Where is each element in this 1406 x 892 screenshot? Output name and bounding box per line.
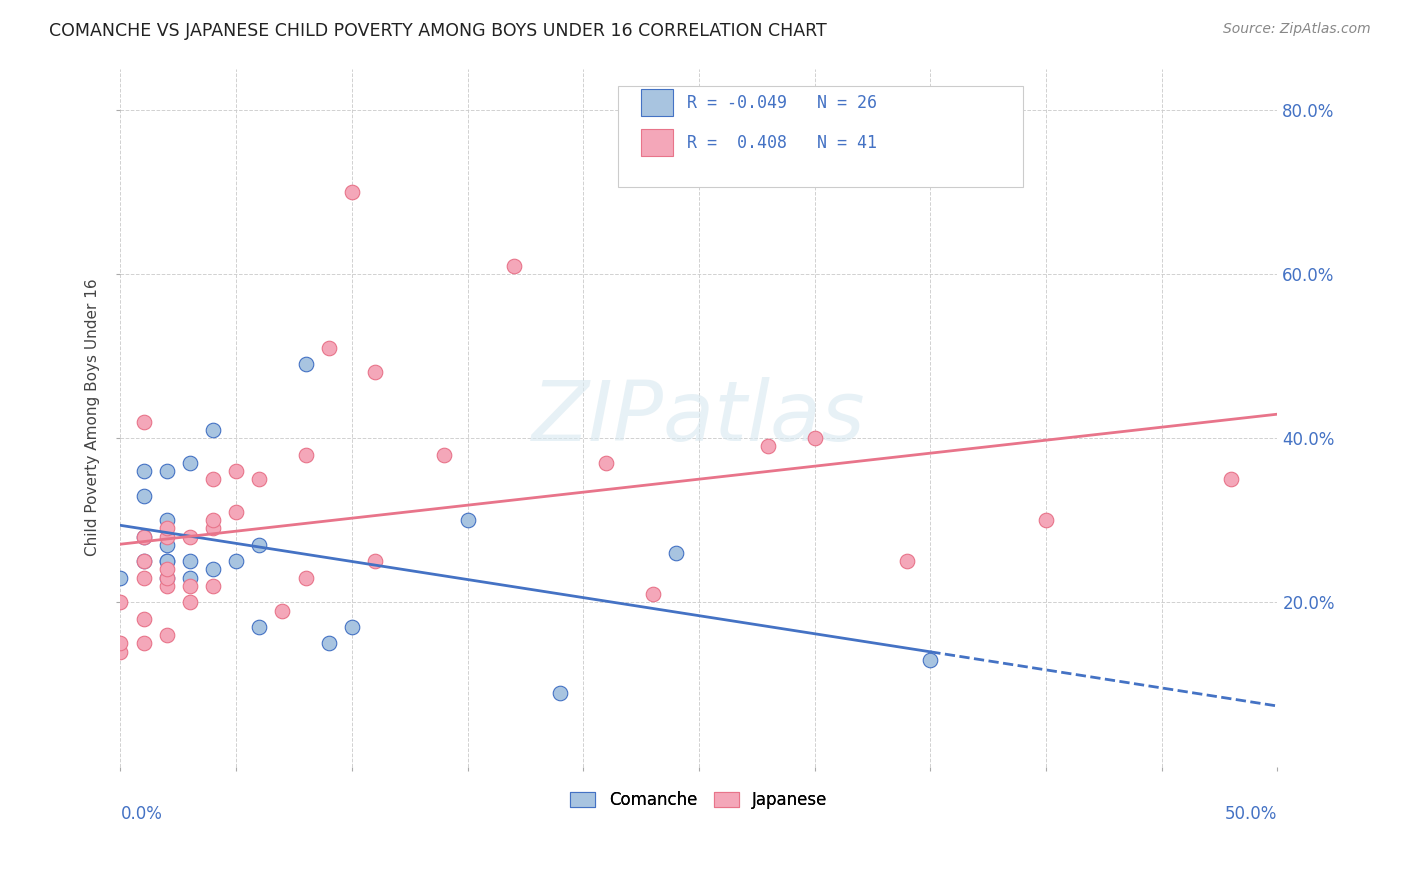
Point [1220, 472, 1243, 486]
Point [225, 505, 247, 519]
Point [294, 357, 316, 371]
Point [156, 464, 179, 478]
Point [156, 571, 179, 585]
Point [247, 620, 270, 634]
Point [132, 571, 155, 585]
Text: 0.0%: 0.0% [121, 805, 162, 823]
Point [433, 448, 456, 462]
FancyBboxPatch shape [641, 89, 673, 116]
Point [364, 365, 387, 379]
Point [318, 341, 340, 355]
Point [756, 439, 779, 453]
Point [132, 489, 155, 503]
FancyBboxPatch shape [617, 86, 1024, 187]
Point [132, 554, 155, 568]
Point [201, 579, 224, 593]
Point [803, 431, 825, 445]
Point [132, 415, 155, 429]
Point [179, 571, 201, 585]
Point [110, 595, 132, 609]
Point [201, 521, 224, 535]
Point [179, 456, 201, 470]
Point [1035, 513, 1057, 527]
Text: COMANCHE VS JAPANESE CHILD POVERTY AMONG BOYS UNDER 16 CORRELATION CHART: COMANCHE VS JAPANESE CHILD POVERTY AMONG… [49, 22, 827, 40]
Y-axis label: Child Poverty Among Boys Under 16: Child Poverty Among Boys Under 16 [86, 278, 100, 557]
Point [201, 562, 224, 576]
Text: ZIPatlas: ZIPatlas [531, 377, 866, 458]
Point [247, 472, 270, 486]
Point [132, 530, 155, 544]
Point [457, 513, 479, 527]
Point [132, 464, 155, 478]
Point [110, 636, 132, 650]
Point [156, 628, 179, 642]
Point [156, 538, 179, 552]
Legend: Comanche, Japanese: Comanche, Japanese [565, 786, 832, 814]
Point [132, 636, 155, 650]
FancyBboxPatch shape [641, 129, 673, 156]
Point [156, 562, 179, 576]
Point [179, 595, 201, 609]
Point [156, 579, 179, 593]
Point [179, 579, 201, 593]
Point [294, 571, 316, 585]
Point [156, 521, 179, 535]
Point [364, 554, 387, 568]
Point [340, 185, 363, 199]
Point [201, 472, 224, 486]
Text: 50.0%: 50.0% [1225, 805, 1278, 823]
Point [247, 538, 270, 552]
Point [156, 530, 179, 544]
Point [641, 587, 664, 601]
Point [502, 259, 524, 273]
Point [156, 571, 179, 585]
Point [665, 546, 688, 560]
Point [271, 603, 294, 617]
Point [920, 653, 942, 667]
Point [132, 554, 155, 568]
Point [294, 448, 316, 462]
Point [548, 686, 571, 700]
Text: Source: ZipAtlas.com: Source: ZipAtlas.com [1223, 22, 1371, 37]
Point [132, 530, 155, 544]
Point [110, 645, 132, 659]
Point [156, 513, 179, 527]
Point [595, 456, 617, 470]
Point [318, 636, 340, 650]
Point [225, 554, 247, 568]
Point [201, 423, 224, 437]
Point [156, 554, 179, 568]
Point [201, 513, 224, 527]
Point [132, 612, 155, 626]
Point [225, 464, 247, 478]
Point [896, 554, 918, 568]
Text: R = -0.049   N = 26: R = -0.049 N = 26 [688, 94, 877, 112]
Text: R =  0.408   N = 41: R = 0.408 N = 41 [688, 134, 877, 152]
Point [110, 571, 132, 585]
Point [179, 554, 201, 568]
Point [340, 620, 363, 634]
Point [156, 554, 179, 568]
Point [179, 530, 201, 544]
